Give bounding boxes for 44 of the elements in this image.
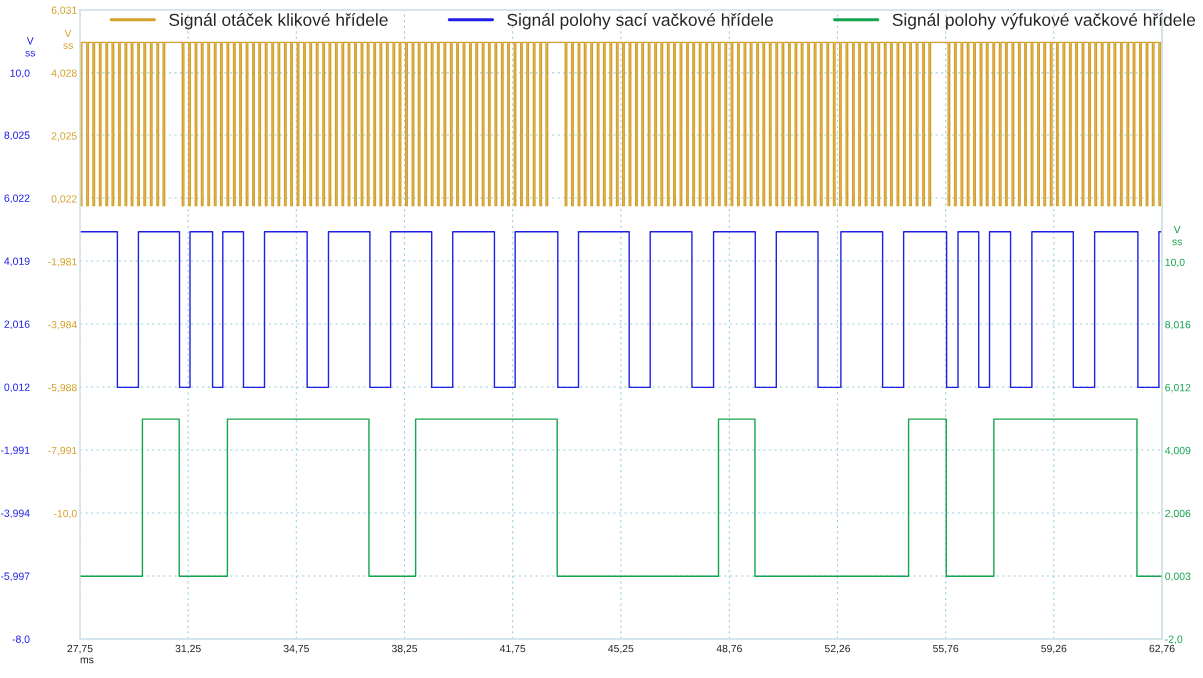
y2-tick-label: -10,0 bbox=[53, 509, 77, 519]
y-tick-label: 8,025 bbox=[4, 131, 30, 141]
y2-tick-label: -7,991 bbox=[48, 446, 77, 456]
x-tick-label: 45,25 bbox=[608, 644, 634, 654]
x-tick-label: 62,76 bbox=[1149, 644, 1175, 654]
x-tick-label: 59,26 bbox=[1041, 644, 1067, 654]
y3-tick-label: 6,012 bbox=[1165, 383, 1191, 393]
legend-label: Signál otáček klikové hřídele bbox=[169, 13, 388, 30]
y2-tick-label: 2,025 bbox=[51, 132, 77, 141]
y-tick-label: -5,997 bbox=[0, 572, 30, 582]
x-tick-label: 27,75 bbox=[67, 644, 93, 654]
y3-tick-label: 4,009 bbox=[1165, 446, 1191, 456]
y3-tick-label: 2,006 bbox=[1165, 509, 1191, 519]
y2-axis-title: V ss bbox=[63, 29, 73, 49]
x-tick-label: 55,76 bbox=[933, 644, 959, 654]
y-tick-label: -1,991 bbox=[0, 446, 30, 456]
x-tick-label: 41,75 bbox=[499, 644, 526, 654]
y2-tick-label: -3,984 bbox=[48, 320, 77, 330]
y3-tick-label: 0,003 bbox=[1165, 572, 1191, 582]
y-tick-label: 6,022 bbox=[4, 194, 30, 204]
legend-label: Signál polohy sací vačkové hřídele bbox=[507, 13, 774, 30]
y2-tick-label: -5,988 bbox=[48, 383, 77, 393]
y2-tick-label: 4,028 bbox=[51, 69, 77, 78]
y-tick-label: 10,0 bbox=[10, 69, 30, 79]
x-tick-label: 48,76 bbox=[716, 644, 742, 654]
x-tick-label: 31,25 bbox=[175, 644, 201, 654]
legend-label: Signál polohy výfukové vačkové hřídele bbox=[892, 13, 1196, 30]
y3-tick-label: -2,0 bbox=[1165, 635, 1183, 645]
y-axis-title: V ss bbox=[25, 37, 36, 57]
y3-axis-title: V ss bbox=[1172, 225, 1182, 246]
y3-tick-label: 10,0 bbox=[1165, 258, 1185, 268]
y2-tick-label: -1,981 bbox=[48, 258, 77, 267]
y-tick-label: 2,016 bbox=[4, 320, 30, 330]
x-tick-label: 52,26 bbox=[824, 644, 851, 654]
x-axis-title: ms bbox=[80, 657, 94, 664]
y-tick-label: -3,994 bbox=[0, 509, 30, 519]
y-tick-label: -8,0 bbox=[12, 635, 30, 645]
y2-tick-label: 6,031 bbox=[51, 6, 77, 16]
x-tick-label: 34,75 bbox=[283, 644, 309, 654]
y-tick-label: 0,012 bbox=[4, 383, 30, 393]
y3-tick-label: 8,016 bbox=[1165, 320, 1191, 330]
y2-tick-label: 0,022 bbox=[51, 195, 77, 204]
y-tick-label: 4,019 bbox=[4, 257, 30, 267]
x-tick-label: 38,25 bbox=[391, 644, 418, 654]
